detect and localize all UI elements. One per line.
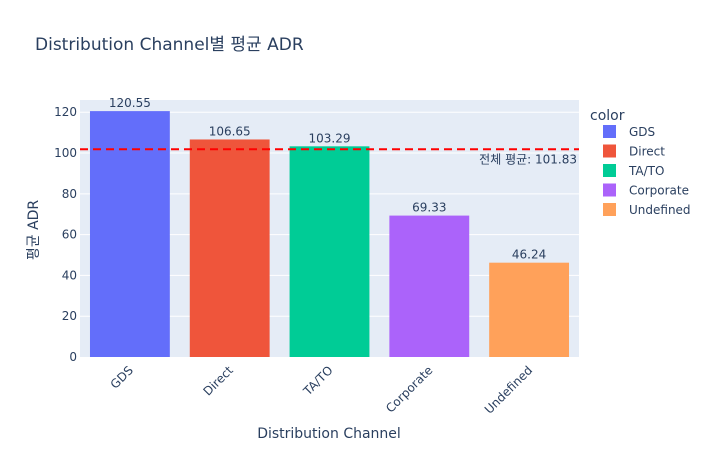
y-axis-ticks: 0 20 40 60 80 100 120 xyxy=(54,105,77,364)
y-tick-label: 0 xyxy=(69,350,77,364)
y-tick-label: 60 xyxy=(62,228,77,242)
bar-value-label: 69.33 xyxy=(412,201,446,215)
bar-value-labels: 120.55 106.65 103.29 69.33 46.24 xyxy=(109,96,546,262)
bar-gds xyxy=(89,111,170,357)
y-tick-label: 40 xyxy=(62,268,77,282)
bar-ta-to xyxy=(289,146,370,357)
bar-value-label: 103.29 xyxy=(309,131,351,145)
legend: color GDS Direct TA/TO Corporate Undefined xyxy=(590,108,691,217)
y-tick-label: 20 xyxy=(62,309,77,323)
legend-title: color xyxy=(590,108,625,124)
x-axis-title: Distribution Channel xyxy=(257,426,401,442)
reference-line-label: 전체 평균: 101.83 xyxy=(479,152,577,166)
legend-item-label: Undefined xyxy=(629,203,691,217)
bar-value-label: 106.65 xyxy=(209,124,251,138)
y-tick-label: 80 xyxy=(62,187,77,201)
bar-value-label: 46.24 xyxy=(512,248,546,262)
legend-item-label: Corporate xyxy=(629,184,689,198)
chart-title: Distribution Channel별 평균 ADR xyxy=(35,35,304,55)
bar-corporate xyxy=(389,215,470,357)
bar-undefined xyxy=(489,262,570,357)
bars xyxy=(89,111,570,357)
legend-swatch xyxy=(603,164,616,177)
bar-value-label: 120.55 xyxy=(109,96,151,110)
legend-swatch xyxy=(603,125,616,138)
y-tick-label: 100 xyxy=(54,146,77,160)
legend-swatch xyxy=(603,144,616,158)
legend-swatch xyxy=(603,203,616,216)
y-axis-title: 평균 ADR xyxy=(26,200,42,261)
legend-item-label: TA/TO xyxy=(628,164,664,178)
bar-direct xyxy=(189,139,270,357)
legend-item-label: Direct xyxy=(629,145,665,159)
legend-swatch xyxy=(603,183,616,197)
reference-line-group: 전체 평균: 101.83 xyxy=(80,148,579,166)
y-tick-label: 120 xyxy=(54,105,77,119)
legend-item-label: GDS xyxy=(629,125,655,139)
